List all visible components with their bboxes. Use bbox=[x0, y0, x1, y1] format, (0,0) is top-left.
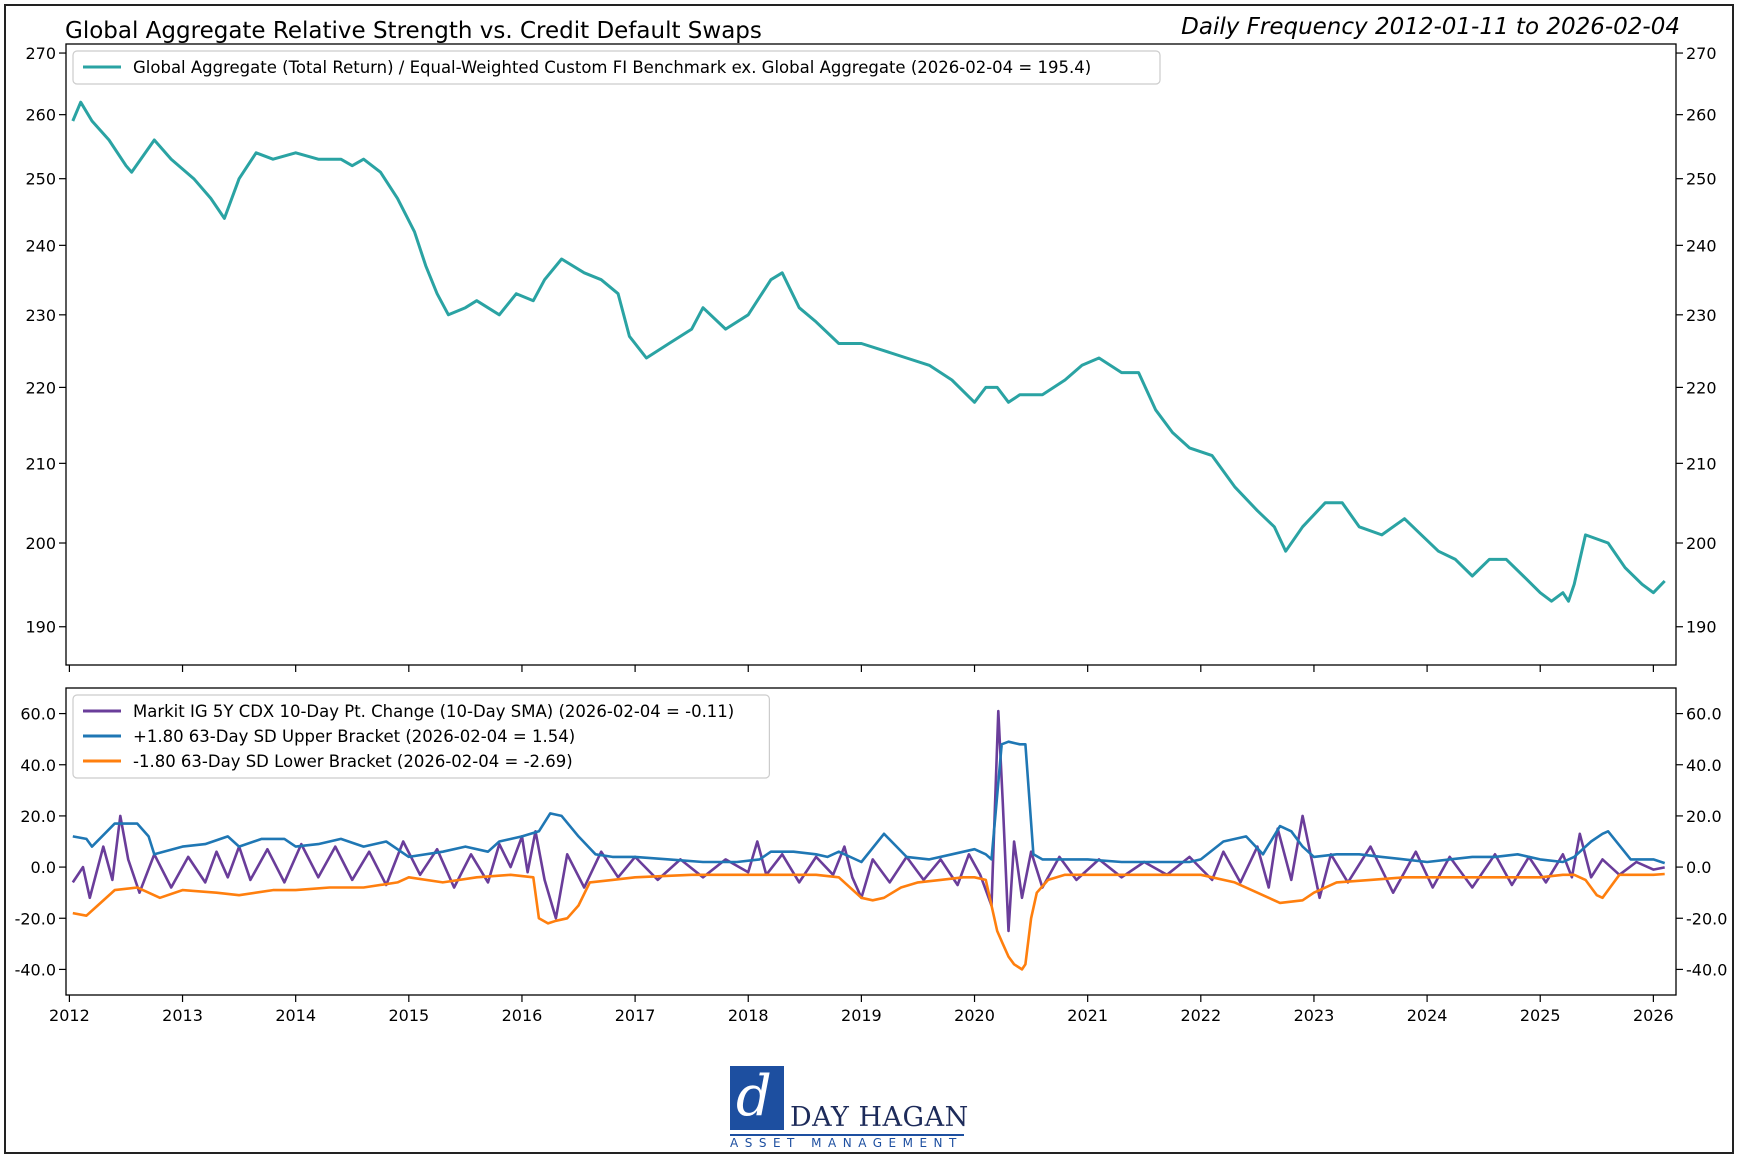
y-tick-label-right: 270 bbox=[1686, 44, 1717, 63]
legend-label: Markit IG 5Y CDX 10-Day Pt. Change (10-D… bbox=[133, 702, 734, 721]
y-tick-label-left: 230 bbox=[25, 306, 56, 325]
figure-frame bbox=[4, 4, 1734, 1154]
legend-box bbox=[72, 50, 1161, 85]
y-tick-label-left: 190 bbox=[25, 618, 56, 637]
y-tick-label-left: 260 bbox=[25, 106, 56, 125]
y-tick-label-right: 190 bbox=[1686, 618, 1717, 637]
y-tick-label-right: -40.0 bbox=[1686, 960, 1727, 979]
x-tick-label: 2021 bbox=[1067, 1006, 1108, 1025]
logo-rule bbox=[730, 1134, 964, 1136]
y-tick-label-right: 210 bbox=[1686, 454, 1717, 473]
y-tick-label-right: 40.0 bbox=[1686, 756, 1722, 775]
x-tick-label: 2022 bbox=[1180, 1006, 1221, 1025]
y-tick-label-left: 60.0 bbox=[20, 705, 56, 724]
legend-label: +1.80 63-Day SD Upper Bracket (2026-02-0… bbox=[133, 727, 575, 746]
series-line-3 bbox=[72, 872, 1665, 971]
y-tick-label-left: 40.0 bbox=[20, 756, 56, 775]
y-tick-label-right: 230 bbox=[1686, 306, 1717, 325]
legend-label: -1.80 63-Day SD Lower Bracket (2026-02-0… bbox=[133, 752, 573, 771]
y-tick-label-right: 250 bbox=[1686, 170, 1717, 189]
series-line-1 bbox=[71, 709, 1665, 933]
y-tick-label-left: 200 bbox=[25, 534, 56, 553]
x-tick-label: 2020 bbox=[954, 1006, 995, 1025]
x-tick-label: 2017 bbox=[615, 1006, 656, 1025]
logo-name: DAY HAGAN bbox=[790, 1102, 969, 1133]
y-tick-label-left: 210 bbox=[25, 454, 56, 473]
x-tick-label: 2012 bbox=[49, 1006, 90, 1025]
top-panel: 190 190 200 200 210 210 220 220 230 230 240 240 250 2… bbox=[25, 43, 1717, 672]
x-tick-label: 2018 bbox=[728, 1006, 769, 1025]
x-tick-label: 2023 bbox=[1294, 1006, 1335, 1025]
y-tick-label-left: 240 bbox=[25, 236, 56, 255]
logo-tagline: ASSET MANAGEMENT bbox=[730, 1136, 963, 1150]
y-tick-label-left: -20.0 bbox=[15, 909, 56, 928]
x-tick-label: 2015 bbox=[388, 1006, 429, 1025]
x-tick-label: 2026 bbox=[1633, 1006, 1674, 1025]
y-tick-label-right: 220 bbox=[1686, 378, 1717, 397]
y-tick-label-right: 60.0 bbox=[1686, 705, 1722, 724]
chart-title: Global Aggregate Relative Strength vs. C… bbox=[65, 18, 762, 44]
logo-mark-icon: d bbox=[730, 1064, 784, 1130]
y-tick-label-right: 20.0 bbox=[1686, 807, 1722, 826]
series-line-1 bbox=[71, 100, 1666, 603]
y-tick-label-left: 20.0 bbox=[20, 807, 56, 826]
bottom-panel: -40.0 -40.0 -20.0 -20.0 0.0 0.0 20.0 20.0 40.0 40… bbox=[15, 687, 1727, 1025]
x-tick-label: 2014 bbox=[275, 1006, 316, 1025]
x-tick-label: 2019 bbox=[841, 1006, 882, 1025]
y-tick-label-left: 270 bbox=[25, 44, 56, 63]
chart-subtitle: Daily Frequency 2012-01-11 to 2026-02-04 bbox=[1181, 14, 1680, 40]
series-line-2 bbox=[72, 740, 1666, 865]
y-tick-label-right: 260 bbox=[1686, 106, 1717, 125]
y-tick-label-right: 0.0 bbox=[1686, 858, 1711, 877]
x-tick-label: 2025 bbox=[1520, 1006, 1561, 1025]
x-tick-label: 2016 bbox=[502, 1006, 543, 1025]
legend-label: Global Aggregate (Total Return) / Equal-… bbox=[133, 58, 1091, 77]
x-tick-label: 2024 bbox=[1407, 1006, 1448, 1025]
y-tick-label-left: -40.0 bbox=[15, 960, 56, 979]
company-logo: d DAY HAGAN ASSET MANAGEMENT bbox=[730, 1064, 970, 1150]
y-tick-label-left: 220 bbox=[25, 378, 56, 397]
legend-box bbox=[72, 694, 771, 779]
y-tick-label-right: -20.0 bbox=[1686, 909, 1727, 928]
x-tick-label: 2013 bbox=[162, 1006, 203, 1025]
plot-frame bbox=[65, 687, 1677, 996]
y-tick-label-left: 250 bbox=[25, 170, 56, 189]
y-tick-label-left: 0.0 bbox=[31, 858, 56, 877]
plot-frame bbox=[65, 43, 1677, 666]
y-tick-label-right: 240 bbox=[1686, 236, 1717, 255]
y-tick-label-right: 200 bbox=[1686, 534, 1717, 553]
